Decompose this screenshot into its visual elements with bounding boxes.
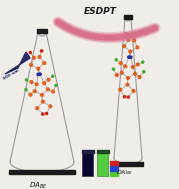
Circle shape <box>46 87 50 91</box>
Bar <box>9 170 75 174</box>
Circle shape <box>24 88 28 91</box>
Circle shape <box>136 62 140 67</box>
Circle shape <box>132 38 136 43</box>
FancyBboxPatch shape <box>82 152 93 176</box>
Circle shape <box>51 89 55 94</box>
Circle shape <box>124 32 128 36</box>
Circle shape <box>32 56 36 60</box>
Circle shape <box>54 84 58 87</box>
Circle shape <box>119 61 123 65</box>
Text: 300 nm: 300 nm <box>3 69 20 81</box>
Circle shape <box>141 60 144 64</box>
Circle shape <box>142 70 146 74</box>
Circle shape <box>33 89 37 93</box>
Circle shape <box>28 51 32 54</box>
Bar <box>124 15 132 19</box>
Circle shape <box>131 89 136 93</box>
Bar <box>113 162 143 166</box>
Circle shape <box>133 72 137 76</box>
Circle shape <box>29 63 33 67</box>
Circle shape <box>35 106 39 110</box>
Text: $DA_{BE}$: $DA_{BE}$ <box>29 181 47 189</box>
Bar <box>110 160 118 165</box>
Circle shape <box>42 61 46 65</box>
Circle shape <box>28 93 33 97</box>
Circle shape <box>126 76 130 80</box>
Circle shape <box>128 49 132 54</box>
Circle shape <box>41 112 45 116</box>
Circle shape <box>51 74 55 78</box>
Circle shape <box>35 82 39 86</box>
FancyBboxPatch shape <box>97 152 108 176</box>
Circle shape <box>123 95 126 98</box>
Bar <box>96 150 108 153</box>
Circle shape <box>25 78 28 82</box>
Circle shape <box>36 67 40 71</box>
Circle shape <box>46 78 51 82</box>
Circle shape <box>42 81 46 85</box>
Circle shape <box>38 72 42 76</box>
Circle shape <box>30 80 34 84</box>
Bar <box>81 150 93 153</box>
Bar <box>83 153 93 175</box>
Bar <box>110 171 118 176</box>
Circle shape <box>123 64 127 68</box>
Circle shape <box>45 112 48 115</box>
Circle shape <box>40 93 44 97</box>
Circle shape <box>112 67 115 71</box>
Circle shape <box>126 38 130 42</box>
Circle shape <box>125 83 130 87</box>
Bar <box>110 166 118 170</box>
Text: $DA_{BE}$: $DA_{BE}$ <box>116 168 132 177</box>
Circle shape <box>114 58 118 62</box>
Circle shape <box>120 71 124 75</box>
Circle shape <box>48 104 52 108</box>
Circle shape <box>118 88 122 92</box>
Circle shape <box>131 65 135 69</box>
Circle shape <box>40 49 43 53</box>
Bar <box>37 29 47 33</box>
Polygon shape <box>5 52 30 74</box>
Circle shape <box>37 55 42 59</box>
Circle shape <box>122 44 126 48</box>
Circle shape <box>137 75 142 79</box>
Text: ESDPT: ESDPT <box>84 7 116 16</box>
Circle shape <box>126 95 130 99</box>
Circle shape <box>136 33 139 37</box>
Circle shape <box>36 73 40 76</box>
Circle shape <box>115 73 119 77</box>
Circle shape <box>129 55 133 59</box>
Circle shape <box>41 99 45 104</box>
Circle shape <box>127 55 131 59</box>
Circle shape <box>135 45 139 50</box>
